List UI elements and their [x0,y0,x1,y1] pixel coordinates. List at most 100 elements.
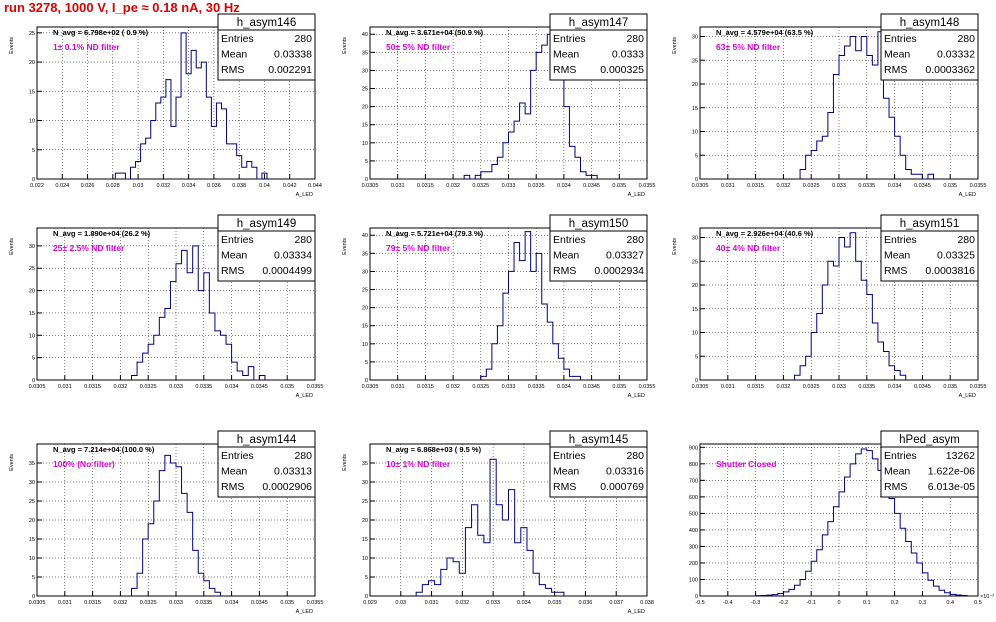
x-tick-label: 0.0355 [639,384,656,390]
stats-label-rms: RMS [553,481,576,493]
histogram-panel-h_asym148: 0.0305 0.031 0.0315 0.032 0.0325 0.033 0.0335 0… [672,13,986,198]
x-tick-label: 0.4 [946,600,954,606]
histogram-panel-h_asym150: 0.0305 0.031 0.0315 0.032 0.0325 0.033 0.0335 0… [342,214,656,399]
x-tick-label: 0.0315 [84,600,101,606]
y-tick-label: 0 [695,378,698,384]
histogram-panel-h_asym147: 0.0305 0.031 0.0315 0.032 0.0325 0.033 0.0335 0… [342,13,655,198]
y-tick-label: 0 [32,594,35,600]
x-tick-label: 0.032 [455,600,469,606]
y-tick-label: 0 [365,594,368,600]
x-tick-label: 0.04 [259,183,270,189]
stats-box [880,430,979,498]
x-tick-label: 0.032 [156,183,170,189]
histogram-line [131,454,221,596]
x-axis-title: A_LED [628,393,645,399]
y-tick-label: 20 [362,306,368,312]
x-tick-label: 0.0345 [583,183,600,189]
histogram-panel-h_asym145: 0.029 0.03 0.031 0.032 0.033 0.034 0.035 0.036 0… [342,430,654,615]
y-tick-label: 10 [29,119,35,125]
y-tick-label: 5 [695,153,698,159]
x-tick-label: 0.0315 [417,183,434,189]
x-tick-label: 0.038 [640,600,654,606]
x-tick-label: 0.0325 [803,183,820,189]
x-tick-label: 0.032 [446,183,460,189]
y-tick-label: 30 [362,269,368,275]
histogram-name: h_asym150 [569,218,628,230]
stats-value-rms: 0.000769 [600,481,644,493]
y-tick-label: 30 [29,480,35,486]
x-tick-label: -0.4 [723,600,732,606]
histogram-name: hPed_asym [899,434,960,446]
stats-label-rms: RMS [553,265,576,277]
y-tick-label: 5 [32,356,35,362]
x-tick-label: -0.2 [779,600,788,606]
stats-box [217,214,316,282]
stats-value-entries: 280 [626,33,644,45]
y-tick-label: 5 [32,148,35,154]
histogram-panel-h_asym144: 0.0305 0.031 0.0315 0.032 0.0325 0.033 0.0335 0… [9,430,323,615]
stats-value-mean: 0.0333 [612,49,644,61]
x-tick-label: 0.036 [207,183,221,189]
x-tick-label: 0.032 [446,384,460,390]
y-tick-label: 20 [29,60,35,66]
y-axis-title: Events [342,454,348,471]
y-tick-label: 20 [692,283,698,289]
histogram-name: h_asym149 [237,218,296,230]
x-tick-label: 0.0335 [528,183,545,189]
x-tick-label: 0.033 [832,384,846,390]
histogram-name: h_asym145 [569,434,628,446]
x-tick-label: 0.2 [891,600,899,606]
stats-value-entries: 280 [957,234,975,246]
y-tick-label: 35 [29,461,35,467]
stats-label-rms: RMS [884,64,907,76]
histogram-line [114,32,268,180]
y-tick-label: 0 [32,177,35,183]
x-tick-label: 0.033 [486,600,500,606]
stats-label-mean: Mean [221,250,247,262]
x-tick-label: 0.029 [363,600,377,606]
x-tick-label: 0.042 [283,183,297,189]
x-tick-label: 0.0305 [692,384,709,390]
x-tick-label: 0.0335 [858,183,875,189]
x-tick-label: 0.0305 [29,600,46,606]
stats-label-mean: Mean [884,466,910,478]
x-tick-label: 0.3 [919,600,927,606]
y-tick-label: 100 [689,577,698,583]
filter-annotation: 25± 2.5% ND filter [53,243,125,253]
x-tick-label: 0.032 [777,183,791,189]
x-axis-title: A_LED [628,609,645,615]
x-exponent-label: ×10⁻³ [980,594,994,600]
histogram-line [755,448,968,597]
navg-label: N_avg = 2.926e+04 (40.6 %) [716,229,814,238]
y-tick-label: 15 [362,537,368,543]
x-tick-label: 0.035 [943,183,957,189]
y-tick-label: 0 [365,378,368,384]
y-tick-label: 700 [689,478,698,484]
x-tick-label: 0.031 [425,600,439,606]
y-tick-label: 10 [692,331,698,337]
y-tick-label: 10 [29,556,35,562]
x-tick-label: 0.032 [114,384,128,390]
x-tick-label: 0.03 [395,600,406,606]
stats-label-rms: RMS [221,265,244,277]
y-tick-label: 20 [362,105,368,111]
x-tick-label: 0.031 [721,183,735,189]
y-tick-label: 25 [362,87,368,93]
x-tick-label: 0.0335 [195,600,212,606]
y-axis-title: Events [342,238,348,255]
y-tick-label: 30 [692,236,698,242]
x-tick-label: 0.033 [832,183,846,189]
y-tick-label: 5 [365,159,368,165]
y-tick-label: 400 [689,528,698,534]
y-tick-label: 0 [32,378,35,384]
y-tick-label: 25 [362,499,368,505]
stats-label-mean: Mean [221,466,247,478]
y-tick-label: 10 [362,556,368,562]
x-tick-label: 0.034 [557,183,571,189]
filter-annotation: 1± 0.1% ND filter [53,42,120,52]
stats-value-rms: 0.0003816 [925,265,975,277]
stats-value-entries: 280 [626,234,644,246]
stats-label-entries: Entries [221,234,254,246]
x-tick-label: 0.031 [58,600,72,606]
y-tick-label: 30 [362,68,368,74]
